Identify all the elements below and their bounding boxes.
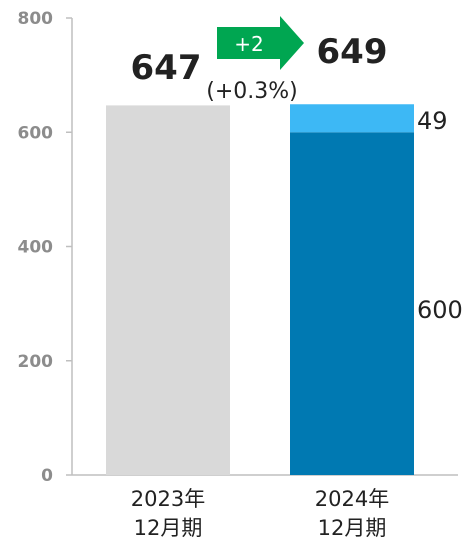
- y-tick-label: 0: [41, 466, 53, 486]
- change-arrow-label: +2: [234, 32, 263, 56]
- segment-label-lower: 600: [417, 296, 463, 324]
- bars: [106, 104, 414, 476]
- total-label-2024: 649: [317, 32, 388, 72]
- y-tick-label: 800: [18, 9, 54, 29]
- y-tick-label: 600: [18, 123, 54, 143]
- segment-label-upper: 49: [417, 107, 448, 135]
- y-axis: 0 200 400 600 800: [18, 9, 72, 486]
- x-tick-label: 12月期: [318, 516, 387, 540]
- x-tick-label: 2024年: [315, 487, 389, 511]
- change-arrow-shape: [217, 16, 304, 70]
- bar-segment-0-0: [106, 105, 230, 476]
- total-label-2023: 647: [131, 48, 202, 88]
- change-arrow: +2: [217, 16, 304, 70]
- y-tick-label: 400: [18, 238, 54, 258]
- x-axis: 2023年 12月期 2024年 12月期: [131, 487, 389, 540]
- bar-segment-1-2: [290, 104, 414, 133]
- bar-segment-1-1: [290, 132, 414, 475]
- x-tick-label: 12月期: [134, 516, 203, 540]
- change-percent-label: (+0.3%): [206, 79, 298, 104]
- x-tick-label: 2023年: [131, 487, 205, 511]
- y-tick-label: 200: [18, 352, 54, 372]
